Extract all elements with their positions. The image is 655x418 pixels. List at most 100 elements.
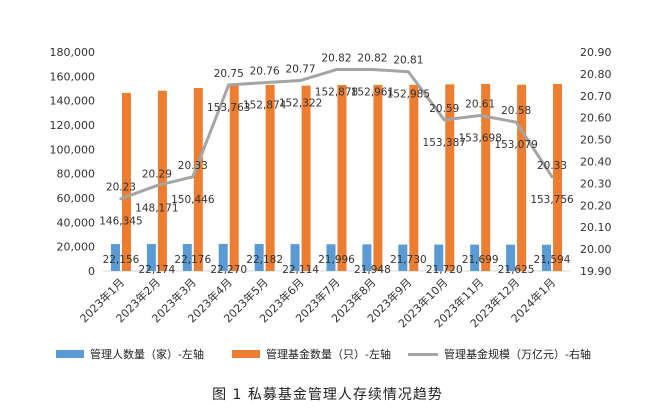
line-point-scale: [119, 197, 123, 201]
right-axis-tick: 20.70: [580, 90, 612, 103]
right-axis-tick: 19.90: [580, 265, 612, 278]
data-label-scale: 20.29: [142, 169, 172, 181]
data-label-scale: 20.77: [286, 63, 316, 75]
bar-funds: [157, 90, 167, 271]
bar-funds: [517, 84, 527, 272]
data-label-managers: 21,730: [390, 254, 427, 266]
bar-funds: [301, 85, 311, 271]
line-point-scale: [191, 175, 195, 179]
bar-managers: [146, 244, 156, 271]
data-label-funds: 152,322: [279, 97, 322, 109]
right-axis-tick: 20.40: [580, 156, 612, 169]
line-point-scale: [299, 78, 303, 82]
data-label-funds: 153,079: [494, 139, 537, 151]
bar-managers: [290, 244, 300, 271]
line-point-scale: [335, 68, 338, 72]
data-label-funds: 153,763: [207, 102, 250, 114]
figure-caption: 图 1 私募基金管理人存续情况趋势: [212, 387, 443, 403]
data-label-managers: 22,174: [139, 264, 176, 276]
line-point-scale: [478, 114, 482, 118]
legend-label-managers: 管理人数量（家）-左轴: [90, 348, 204, 361]
line-point-scale: [406, 70, 410, 74]
line-point-scale: [370, 68, 374, 72]
line-point-scale: [514, 120, 518, 124]
bar-managers: [470, 244, 480, 271]
legend-label-scale: 管理基金规模（万亿元）-右轴: [444, 348, 591, 361]
bar-managers: [506, 244, 516, 271]
data-label-scale: 20.81: [393, 55, 423, 67]
left-axis-tick: 100,000: [50, 143, 96, 156]
data-label-scale: 20.59: [429, 103, 459, 115]
bar-funds: [229, 83, 239, 271]
left-axis-tick: 20,000: [57, 241, 96, 254]
data-label-scale: 20.23: [106, 182, 136, 194]
data-label-funds: 152,985: [387, 89, 430, 101]
data-label-scale: 20.82: [357, 53, 387, 65]
bar-managers: [110, 244, 120, 271]
left-axis-tick: 160,000: [50, 70, 96, 83]
left-axis-tick: 0: [88, 265, 95, 278]
data-label-managers: 22,182: [246, 254, 283, 266]
data-label-managers: 21,948: [354, 264, 391, 276]
bar-managers: [326, 244, 336, 271]
bar-funds: [337, 84, 347, 271]
left-axis-tick: 80,000: [57, 168, 96, 181]
legend-item-managers: 管理人数量（家）-左轴: [56, 346, 204, 362]
data-label-scale: 20.75: [214, 68, 244, 80]
legend-item-funds: 管理基金数量（只）-左轴: [232, 346, 391, 362]
data-label-managers: 21,625: [498, 264, 535, 276]
bar-managers: [542, 244, 552, 271]
bar-funds: [193, 87, 203, 271]
data-label-scale: 20.61: [465, 99, 495, 111]
left-axis-tick: 60,000: [57, 192, 96, 205]
data-label-funds: 152,874: [243, 100, 287, 112]
left-axis-tick: 140,000: [50, 95, 96, 108]
data-label-funds: 146,345: [99, 216, 142, 228]
data-label-funds: 153,756: [530, 194, 574, 206]
data-label-managers: 22,176: [174, 254, 211, 266]
line-point-scale: [263, 81, 267, 85]
data-label-scale: 20.33: [537, 160, 567, 172]
data-label-funds: 153,387: [423, 137, 466, 149]
legend-item-scale: 管理基金规模（万亿元）-右轴: [408, 346, 591, 362]
legend-swatch-scale: [408, 352, 438, 356]
bar-managers: [398, 244, 408, 271]
right-axis-tick: 20.00: [580, 243, 612, 256]
chart: 0 20,000 40,000 60,000 80,000 100,000 120,000 1…: [50, 46, 612, 330]
left-axis-tick: 180,000: [50, 46, 96, 59]
right-axis-tick: 20.80: [580, 68, 612, 81]
data-label-managers: 21,996: [318, 254, 355, 266]
line-point-scale: [442, 118, 446, 122]
right-axis-tick: 20.90: [580, 46, 612, 59]
data-label-managers: 21,699: [462, 254, 499, 266]
bar-funds: [373, 84, 383, 271]
bar-managers: [218, 243, 228, 271]
data-label-funds: 148,171: [135, 203, 178, 215]
data-label-funds: 153,698: [458, 133, 501, 145]
line-point-scale: [155, 184, 159, 188]
bar-managers: [182, 244, 192, 271]
left-axis-tick: 40,000: [57, 216, 96, 229]
line-point-scale: [227, 83, 231, 87]
bar-funds: [121, 92, 131, 271]
left-axis-tick: 120,000: [50, 119, 96, 132]
bar-managers: [362, 244, 372, 271]
right-axis-tick: 20.30: [580, 177, 612, 190]
data-label-managers: 22,270: [210, 264, 247, 276]
data-label-managers: 22,114: [282, 264, 319, 276]
legend-label-funds: 管理基金数量（只）-左轴: [266, 348, 391, 361]
bar-funds: [445, 84, 455, 271]
right-axis-tick: 20.20: [580, 199, 612, 212]
bar-managers: [254, 244, 264, 271]
right-axis-tick: 20.50: [580, 134, 612, 147]
data-label-scale: 20.76: [250, 66, 280, 78]
data-label-managers: 21,594: [534, 254, 571, 266]
bar-funds: [409, 84, 419, 271]
data-label-managers: 21,720: [426, 264, 463, 276]
legend-swatch-funds: [232, 350, 260, 358]
legend-swatch-managers: [56, 350, 84, 358]
bar-funds: [553, 83, 563, 271]
right-axis-tick: 20.10: [580, 221, 612, 234]
data-label-funds: 150,446: [171, 194, 215, 206]
data-label-managers: 22,156: [103, 254, 140, 266]
